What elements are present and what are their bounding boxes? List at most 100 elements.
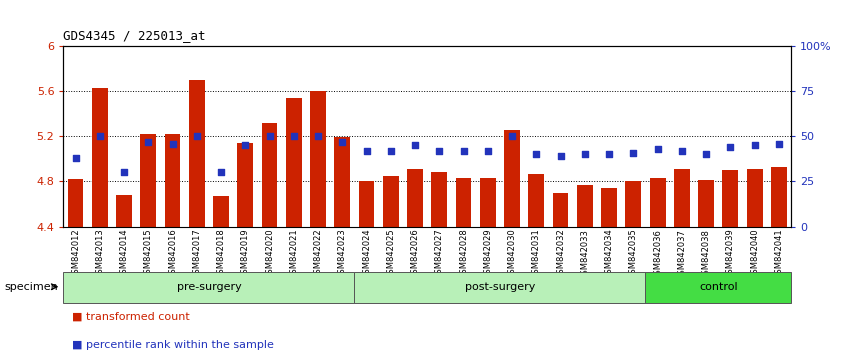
Point — [311, 133, 325, 139]
Point — [554, 153, 568, 159]
Bar — [261, 123, 277, 227]
Text: post-surgery: post-surgery — [464, 282, 536, 292]
Text: GSM842030: GSM842030 — [508, 229, 517, 279]
Text: GSM842017: GSM842017 — [192, 229, 201, 279]
Bar — [334, 137, 350, 227]
Text: pre-surgery: pre-surgery — [177, 282, 241, 292]
Bar — [722, 170, 739, 227]
Point — [432, 148, 446, 154]
Bar — [359, 182, 375, 227]
Bar — [116, 195, 132, 227]
Bar — [674, 169, 689, 227]
Bar — [92, 88, 107, 227]
Point — [481, 148, 495, 154]
Text: GSM842019: GSM842019 — [241, 229, 250, 279]
Point — [166, 141, 179, 146]
Text: GSM842039: GSM842039 — [726, 229, 735, 279]
Text: GSM842018: GSM842018 — [217, 229, 226, 279]
Bar — [504, 130, 520, 227]
Point — [627, 150, 640, 155]
FancyBboxPatch shape — [63, 272, 354, 303]
FancyBboxPatch shape — [354, 272, 645, 303]
Text: ■ transformed count: ■ transformed count — [72, 312, 190, 322]
Text: GSM842028: GSM842028 — [459, 229, 468, 279]
Bar — [529, 173, 544, 227]
Text: GSM842013: GSM842013 — [96, 229, 104, 279]
Point — [93, 133, 107, 139]
Point — [530, 152, 543, 157]
Text: GSM842036: GSM842036 — [653, 229, 662, 280]
Text: GSM842025: GSM842025 — [387, 229, 395, 279]
Bar — [383, 176, 398, 227]
Text: GSM842035: GSM842035 — [629, 229, 638, 279]
Point — [457, 148, 470, 154]
Bar — [480, 178, 496, 227]
Bar — [602, 188, 617, 227]
Point — [118, 170, 131, 175]
Text: GSM842021: GSM842021 — [289, 229, 299, 279]
Text: GSM842015: GSM842015 — [144, 229, 153, 279]
Text: GSM842020: GSM842020 — [265, 229, 274, 279]
Text: control: control — [699, 282, 738, 292]
Point — [748, 143, 761, 148]
Point — [239, 143, 252, 148]
Bar — [238, 143, 253, 227]
Text: GSM842012: GSM842012 — [71, 229, 80, 279]
Text: GSM842024: GSM842024 — [362, 229, 371, 279]
Bar — [747, 169, 762, 227]
Bar — [698, 180, 714, 227]
Point — [700, 152, 713, 157]
Bar — [310, 91, 326, 227]
Text: GSM842032: GSM842032 — [556, 229, 565, 279]
Point — [602, 152, 616, 157]
Point — [675, 148, 689, 154]
Text: GSM842026: GSM842026 — [410, 229, 420, 279]
Text: GSM842038: GSM842038 — [701, 229, 711, 280]
Point — [772, 141, 786, 146]
Point — [578, 152, 591, 157]
Point — [141, 139, 155, 144]
Text: GSM842041: GSM842041 — [774, 229, 783, 279]
Text: GSM842034: GSM842034 — [605, 229, 613, 279]
Bar — [407, 169, 423, 227]
Point — [69, 155, 82, 161]
Text: GSM842033: GSM842033 — [580, 229, 590, 280]
Text: ■ percentile rank within the sample: ■ percentile rank within the sample — [72, 341, 274, 350]
Point — [263, 133, 277, 139]
Point — [214, 170, 228, 175]
Bar — [140, 134, 157, 227]
Text: GSM842040: GSM842040 — [750, 229, 759, 279]
Text: GSM842031: GSM842031 — [532, 229, 541, 279]
FancyBboxPatch shape — [645, 272, 791, 303]
Point — [505, 133, 519, 139]
Text: GSM842037: GSM842037 — [678, 229, 686, 280]
Bar — [625, 182, 641, 227]
Text: GSM842027: GSM842027 — [435, 229, 444, 279]
Bar — [456, 178, 471, 227]
Point — [190, 133, 204, 139]
Bar — [189, 80, 205, 227]
Bar — [165, 134, 180, 227]
Text: GSM842022: GSM842022 — [314, 229, 322, 279]
Bar — [771, 167, 787, 227]
Bar — [552, 193, 569, 227]
Point — [651, 146, 664, 152]
Bar — [286, 98, 302, 227]
Bar — [213, 196, 229, 227]
Text: GSM842023: GSM842023 — [338, 229, 347, 279]
Point — [360, 148, 373, 154]
Text: GSM842014: GSM842014 — [119, 229, 129, 279]
Point — [287, 133, 300, 139]
Bar — [650, 178, 666, 227]
Point — [723, 144, 737, 150]
Point — [384, 148, 398, 154]
Point — [336, 139, 349, 144]
Text: GDS4345 / 225013_at: GDS4345 / 225013_at — [63, 29, 206, 42]
Text: GSM842016: GSM842016 — [168, 229, 177, 279]
Bar — [431, 172, 448, 227]
Bar — [577, 185, 593, 227]
Text: specimen: specimen — [4, 282, 58, 292]
Point — [409, 143, 422, 148]
Bar — [68, 179, 84, 227]
Text: GSM842029: GSM842029 — [483, 229, 492, 279]
